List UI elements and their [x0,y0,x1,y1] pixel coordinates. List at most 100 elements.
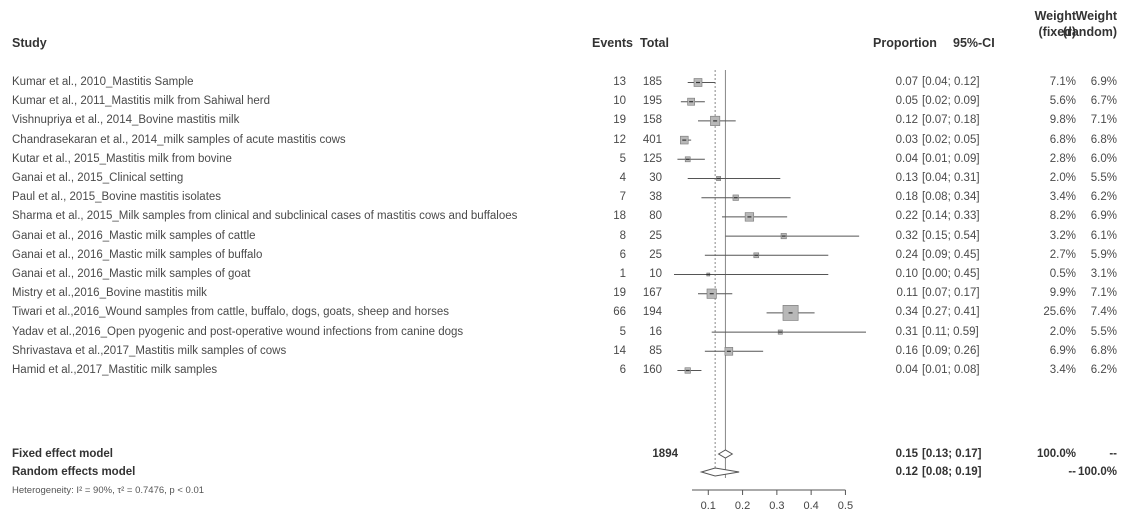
x-tick-label: 0.5 [838,500,853,512]
study-events: 5 [619,325,626,338]
study-name: Sharma et al., 2015_Milk samples from cl… [12,210,518,223]
study-proportion: 0.22 [895,210,918,223]
study-proportion: 0.07 [895,76,918,88]
study-weight-fixed: 6.8% [1049,133,1076,146]
table-row: Yadav et al.,2016_Open pyogenic and post… [0,325,1123,340]
study-weight-fixed: 6.9% [1049,344,1076,357]
table-row: Shrivastava et al.,2017_Mastitis milk sa… [0,344,1123,359]
study-name: Yadav et al.,2016_Open pyogenic and post… [12,325,464,338]
random-model-weight-random: 100.0% [1077,466,1117,478]
study-total: 38 [649,191,662,204]
study-weight-random: 6.2% [1090,191,1117,204]
study-weight-fixed: 7.1% [1049,76,1076,88]
study-events: 7 [619,191,626,204]
study-weight-fixed: 2.0% [1049,172,1076,184]
fixed-model-weight-fixed: 100.0% [1036,448,1076,460]
study-total: 401 [642,133,662,146]
table-row: Ganai et al., 2015_Clinical setting 4 30 0.… [0,171,1123,186]
study-ci: [0.04; 0.31] [922,172,980,184]
study-events: 1 [619,268,626,280]
study-weight-random: 6.7% [1090,95,1117,108]
study-proportion: 0.04 [895,152,918,165]
study-name: Ganai et al., 2016_Mastic milk samples o… [12,229,256,242]
study-ci: [0.02; 0.09] [922,95,980,108]
header-study: Study [12,36,47,50]
table-row: Sharma et al., 2015_Milk samples from cl… [0,209,1123,224]
header-weight-random-line1: Weight [1075,9,1117,23]
study-weight-fixed: 25.6% [1043,306,1076,319]
study-events: 18 [613,210,626,223]
study-ci: [0.04; 0.12] [922,76,980,88]
study-ci: [0.07; 0.18] [922,114,980,127]
study-weight-random: 3.1% [1090,268,1117,280]
study-name: Vishnupriya et al., 2014_Bovine mastitis… [12,114,240,127]
x-tick-label: 0.3 [769,500,784,512]
study-name: Chandrasekaran et al., 2014_milk samples… [12,133,346,146]
table-row: Kutar et al., 2015_Mastitis milk from bo… [0,152,1123,167]
study-ci: [0.11; 0.59] [922,325,979,338]
study-name: Mistry et al.,2016_Bovine mastitis milk [12,287,207,300]
study-name: Kutar et al., 2015_Mastitis milk from bo… [12,152,232,165]
study-weight-fixed: 3.4% [1049,364,1076,376]
table-row: Ganai et al., 2016_Mastic milk samples o… [0,229,1123,244]
study-ci: [0.08; 0.34] [922,191,980,204]
study-total: 30 [649,172,662,184]
study-total: 160 [642,364,662,376]
study-name: Ganai et al., 2016_Mastic milk samples o… [12,268,251,280]
header-proportion: Proportion [873,36,937,50]
x-tick-label: 0.1 [701,500,716,512]
fixed-model-label: Fixed effect model [12,448,113,460]
study-ci: [0.01; 0.09] [922,152,980,165]
study-events: 6 [619,248,626,261]
study-proportion: 0.16 [895,344,918,357]
study-proportion: 0.32 [895,229,918,242]
study-events: 4 [619,172,626,184]
study-ci: [0.27; 0.41] [922,306,980,319]
study-name: Tiwari et al.,2016_Wound samples from ca… [12,306,450,319]
header-weight-random-line2: (random) [1062,25,1117,39]
study-ci: [0.14; 0.33] [922,210,980,223]
study-ci: [0.01; 0.08] [922,364,980,376]
study-events: 10 [613,95,626,108]
study-events: 5 [619,152,626,165]
study-weight-random: 6.2% [1090,364,1117,376]
table-row: Ganai et al., 2016_Mastic milk samples o… [0,248,1123,263]
study-weight-fixed: 2.7% [1049,248,1076,261]
study-proportion: 0.18 [895,191,918,204]
study-events: 13 [613,76,626,88]
study-events: 14 [613,344,626,357]
study-total: 158 [642,114,662,127]
table-row: Kumar et al., 2011_Mastitis milk from Sa… [0,94,1123,109]
study-weight-fixed: 0.5% [1049,268,1076,280]
fixed-model-weight-random: -- [1109,448,1117,460]
study-proportion: 0.03 [895,133,918,146]
study-proportion: 0.12 [895,114,918,127]
study-events: 19 [613,287,626,300]
table-row: Paul et al., 2015_Bovine mastitis isolat… [0,190,1123,205]
table-row: Hamid et al.,2017_Mastitic milk samples 6… [0,363,1123,378]
study-weight-fixed: 9.9% [1049,287,1076,300]
study-total: 167 [642,287,662,300]
study-weight-random: 6.9% [1090,76,1117,88]
study-total: 25 [649,229,662,242]
study-weight-fixed: 5.6% [1049,95,1076,108]
study-weight-random: 7.4% [1090,306,1117,319]
study-weight-random: 6.8% [1090,344,1117,357]
study-ci: [0.00; 0.45] [922,268,980,280]
study-ci: [0.15; 0.54] [922,229,980,242]
study-total: 10 [649,268,662,280]
study-events: 6 [619,364,626,376]
study-total: 185 [642,76,662,88]
study-total: 195 [642,95,662,108]
study-weight-random: 6.0% [1090,152,1117,165]
random-model-proportion: 0.12 [895,466,918,478]
study-name: Shrivastava et al.,2017_Mastitis milk sa… [12,344,287,357]
table-row: Mistry et al.,2016_Bovine mastitis milk 1… [0,286,1123,301]
study-name: Kumar et al., 2010_Mastitis Sample [12,76,194,88]
random-model-label: Random effects model [12,466,136,478]
fixed-model-proportion: 0.15 [895,448,918,460]
study-proportion: 0.10 [895,268,918,280]
fixed-model-total: 1894 [652,448,678,460]
study-events: 8 [619,229,626,242]
